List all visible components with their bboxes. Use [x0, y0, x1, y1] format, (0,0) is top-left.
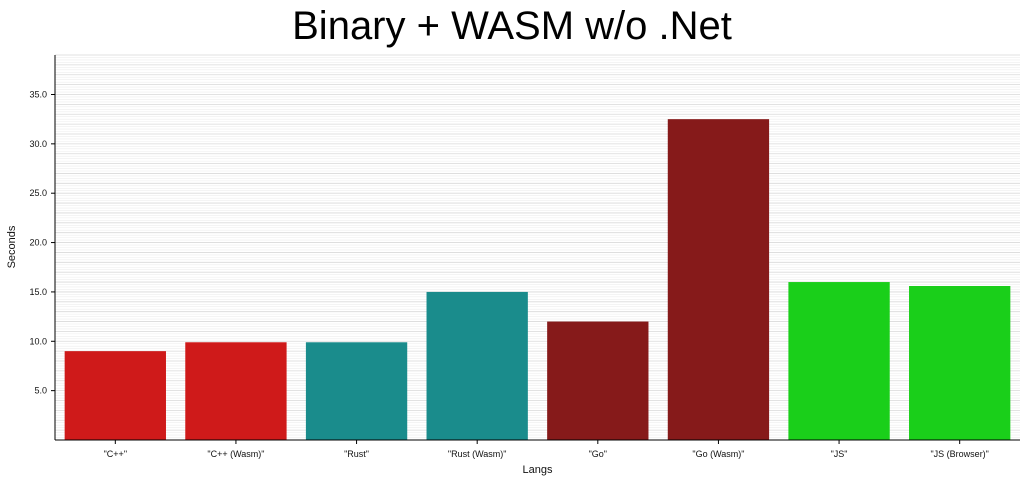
bar [64, 351, 166, 440]
y-tick-label: 35.0 [29, 89, 47, 99]
x-ticks: "C++" "C++ (Wasm)" "Rust" "Rust (Wasm)" "Go"… [104, 440, 989, 459]
x-tick-label: "Go (Wasm)" [692, 449, 744, 459]
bar [788, 282, 890, 440]
y-tick-label: 20.0 [29, 238, 47, 248]
y-axis-label: Seconds [6, 225, 18, 268]
x-axis-label: Langs [523, 464, 553, 476]
bar [426, 291, 528, 440]
y-tick-label: 5.0 [34, 386, 47, 396]
x-tick-label: "C++ (Wasm)" [207, 449, 264, 459]
bar [305, 342, 408, 440]
bar [547, 321, 649, 440]
y-tick-label: 25.0 [29, 188, 47, 198]
x-tick-label: "JS (Browser)" [930, 449, 988, 459]
bars [64, 119, 1011, 441]
y-tick-label: 10.0 [29, 336, 47, 346]
bar [185, 342, 287, 440]
bar [667, 119, 770, 441]
x-tick-label: "Rust (Wasm)" [448, 449, 507, 459]
y-tick-label: 30.0 [29, 139, 47, 149]
bar [909, 286, 1011, 440]
x-tick-label: "Rust" [344, 449, 369, 459]
x-tick-label: "Go" [589, 449, 607, 459]
x-tick-label: "C++" [104, 449, 127, 459]
chart-title: Binary + WASM w/o .Net [292, 4, 732, 48]
x-tick-label: "JS" [831, 449, 848, 459]
y-tick-label: 15.0 [29, 287, 47, 297]
y-ticks: 5.0 10.0 15.0 20.0 25.0 30.0 35.0 [29, 89, 55, 396]
